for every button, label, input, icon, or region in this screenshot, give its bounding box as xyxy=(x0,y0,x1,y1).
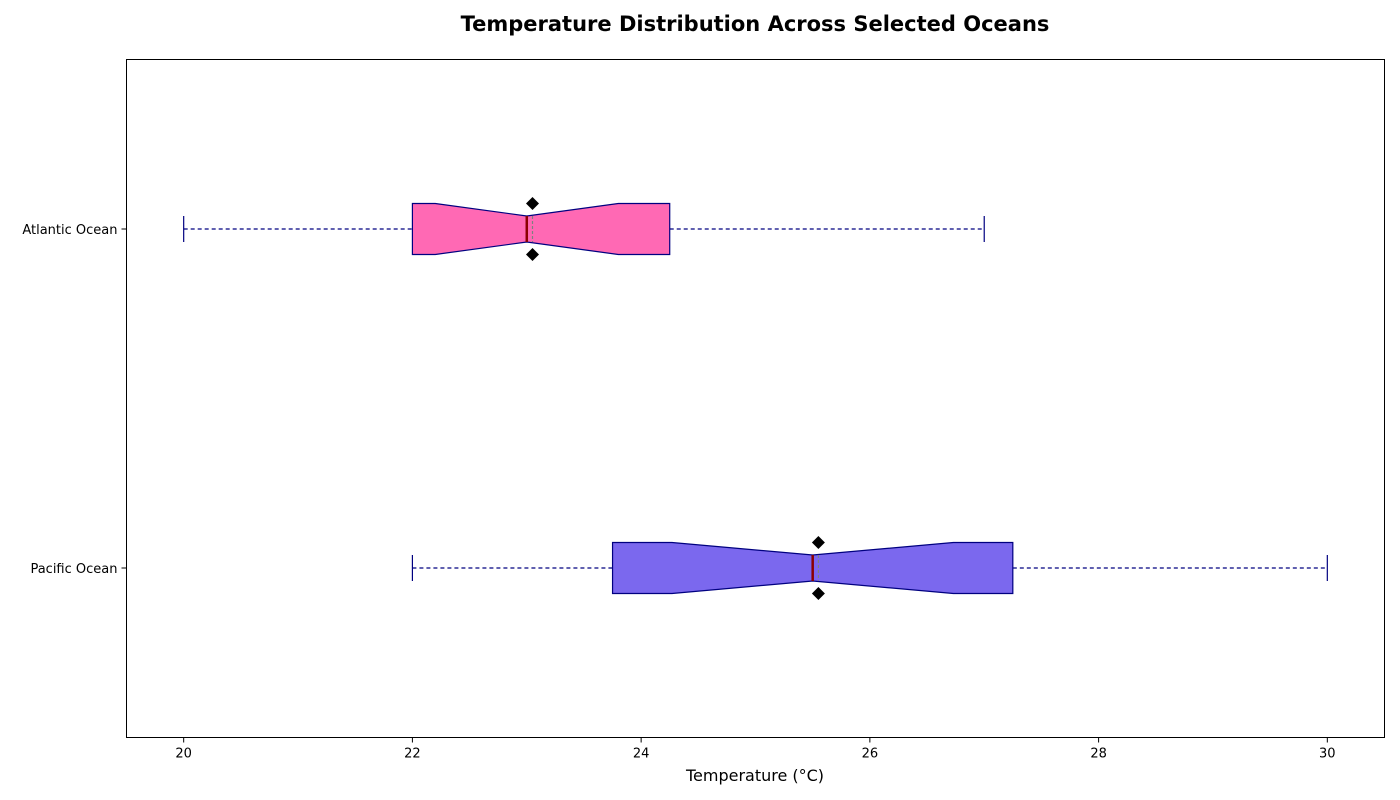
box-body-atlantic-ocean xyxy=(411,202,671,256)
x-tick-label-20: 20 xyxy=(175,747,192,762)
y-tick-label-atlantic-ocean: Atlantic Ocean xyxy=(22,223,117,238)
plot-area xyxy=(126,59,1385,738)
x-tick-label-28: 28 xyxy=(1090,747,1107,762)
box-atlantic-ocean xyxy=(183,197,985,261)
marker-top-pacific-ocean xyxy=(811,536,825,549)
y-tick-label-pacific-ocean: Pacific Ocean xyxy=(30,562,117,577)
box-pacific-ocean xyxy=(411,536,1328,600)
y-axis: Atlantic Ocean Pacific Ocean xyxy=(22,223,127,577)
x-tick-label-24: 24 xyxy=(633,747,650,762)
marker-bottom-pacific-ocean xyxy=(811,587,825,600)
x-axis-label: Temperature (°C) xyxy=(685,766,824,785)
box-group xyxy=(183,197,1328,600)
x-tick-label-22: 22 xyxy=(404,747,421,762)
marker-top-atlantic-ocean xyxy=(525,197,539,210)
marker-bottom-atlantic-ocean xyxy=(525,248,539,261)
chart-title: Temperature Distribution Across Selected… xyxy=(461,12,1050,36)
x-tick-label-26: 26 xyxy=(862,747,879,762)
x-tick-label-30: 30 xyxy=(1319,747,1336,762)
x-axis: 20 22 24 26 28 30 xyxy=(175,737,1336,762)
